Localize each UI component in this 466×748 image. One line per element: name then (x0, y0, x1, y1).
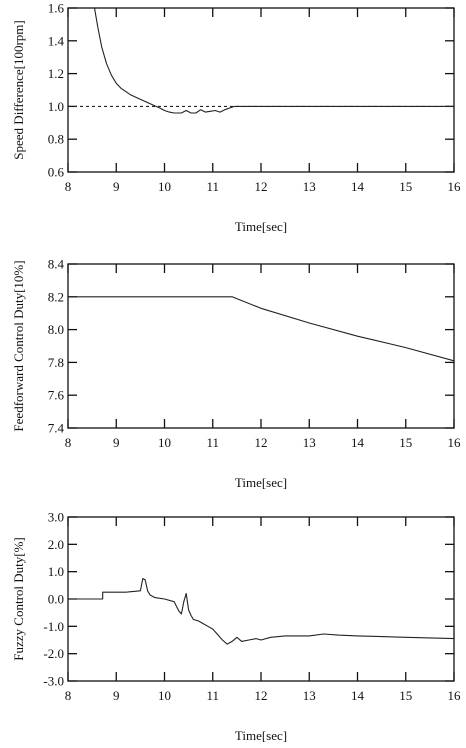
x-tick-label: 13 (303, 179, 316, 194)
feedforward-duty-panel: Time[sec] Feedforward Control Duty[10%] … (11, 257, 461, 491)
y-tick-label: 1.0 (48, 564, 64, 579)
plot-frame (67, 263, 455, 429)
x-tick-label: 11 (206, 435, 219, 450)
x-tick-label: 9 (113, 435, 120, 450)
x-tick-label: 15 (399, 179, 412, 194)
y-tick-label: 7.4 (48, 421, 65, 436)
plot-frame (67, 516, 455, 682)
x-tick-label: 16 (448, 688, 462, 703)
y-axis-label: Speed Difference[100rpm] (11, 20, 26, 159)
x-tick-label: 13 (303, 688, 316, 703)
x-tick-label: 13 (303, 435, 316, 450)
x-tick-label: 8 (65, 435, 72, 450)
x-axis-label: Time[sec] (235, 728, 287, 743)
y-tick-label: 7.8 (48, 355, 64, 370)
x-tick-label: 12 (255, 688, 268, 703)
x-tick-label: 14 (351, 688, 365, 703)
y-tick-label: 8.4 (48, 257, 65, 272)
y-tick-label: 2.0 (48, 537, 64, 552)
x-axis-label: Time[sec] (235, 475, 287, 490)
fuzzy-duty-panel: Time[sec] Fuzzy Control Duty[%] 8 9 10 11 12… (11, 510, 461, 744)
speed-difference-panel: Time[sec] Speed Difference[100rpm] 8 9 10 1… (11, 1, 461, 235)
x-tick-label: 15 (399, 435, 412, 450)
x-tick-label: 10 (158, 179, 171, 194)
y-tick-label: -3.0 (43, 674, 64, 689)
x-tick-label: 9 (113, 179, 120, 194)
y-axis-label: Fuzzy Control Duty[%] (11, 537, 26, 660)
x-axis-label: Time[sec] (235, 219, 287, 234)
x-tick-label: 8 (65, 688, 72, 703)
y-tick-label: 0.0 (48, 592, 64, 607)
y-tick-label: -1.0 (43, 619, 64, 634)
y-axis-label: Feedforward Control Duty[10%] (11, 260, 26, 431)
y-tick-label: 8.2 (48, 289, 64, 304)
y-tick-label: 0.6 (48, 165, 65, 180)
y-tick-label: 8.0 (48, 322, 64, 337)
x-tick-label: 11 (206, 179, 219, 194)
y-tick-label: 3.0 (48, 510, 64, 525)
x-tick-label: 14 (351, 179, 365, 194)
y-tick-label: 1.2 (48, 66, 64, 81)
x-tick-label: 10 (158, 435, 171, 450)
x-tick-label: 15 (399, 688, 412, 703)
x-tick-label: 8 (65, 179, 72, 194)
y-tick-label: 1.4 (48, 33, 65, 48)
y-tick-label: 7.6 (48, 388, 65, 403)
y-tick-label: 1.0 (48, 99, 64, 114)
x-tick-label: 14 (351, 435, 365, 450)
x-tick-label: 16 (448, 435, 462, 450)
y-tick-label: 1.6 (48, 1, 65, 16)
series-line (93, 7, 454, 114)
plot-frame (67, 7, 455, 173)
series-line (68, 577, 455, 645)
x-tick-label: 10 (158, 688, 171, 703)
x-tick-label: 12 (255, 435, 268, 450)
y-tick-label: 0.8 (48, 132, 64, 147)
y-tick-label: -2.0 (43, 646, 64, 661)
x-tick-label: 16 (448, 179, 462, 194)
series-line (68, 296, 455, 362)
x-tick-label: 11 (206, 688, 219, 703)
x-tick-label: 9 (113, 688, 120, 703)
x-tick-label: 12 (255, 179, 268, 194)
